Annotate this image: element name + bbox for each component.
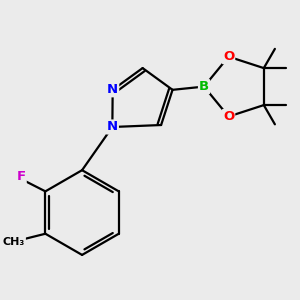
- Text: N: N: [107, 83, 118, 96]
- Text: O: O: [223, 110, 234, 123]
- Text: O: O: [223, 50, 234, 63]
- Text: CH₃: CH₃: [3, 237, 25, 247]
- Text: B: B: [199, 80, 209, 93]
- Text: F: F: [16, 170, 26, 183]
- Text: N: N: [107, 121, 118, 134]
